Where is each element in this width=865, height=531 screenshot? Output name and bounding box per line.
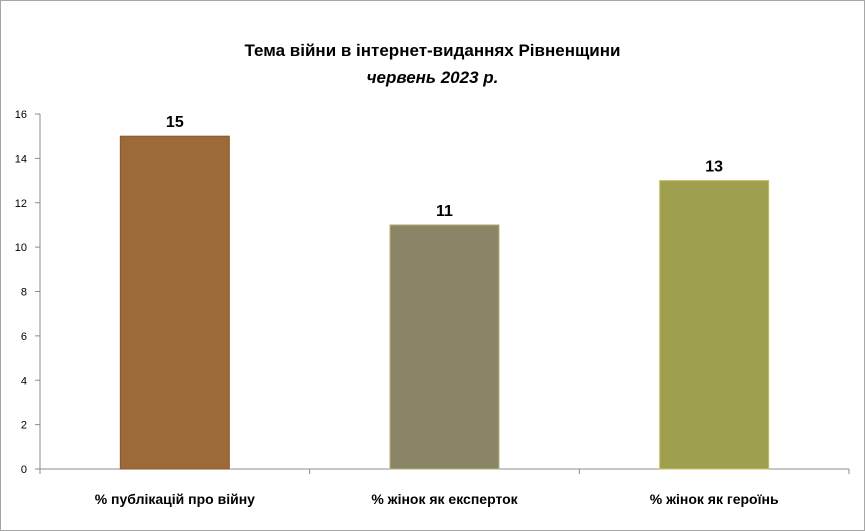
bar xyxy=(389,224,500,470)
bar xyxy=(659,180,770,470)
data-label: 11 xyxy=(436,203,453,220)
category-label: % жінок як експерток xyxy=(371,491,518,507)
y-tick-label: 16 xyxy=(15,109,27,121)
y-tick-label: 12 xyxy=(15,198,27,210)
chart-title: Тема війни в інтернет-виданнях Рівненщин… xyxy=(244,41,621,60)
category-label: % публікацій про війну xyxy=(95,491,255,507)
y-tick-label: 0 xyxy=(21,464,27,476)
y-tick-label: 2 xyxy=(21,420,27,432)
y-tick-label: 8 xyxy=(21,287,27,299)
y-tick-label: 10 xyxy=(15,242,27,254)
y-tick-label: 6 xyxy=(21,331,27,343)
category-label: % жінок як героїнь xyxy=(650,491,779,507)
bar xyxy=(119,135,230,470)
y-tick-label: 14 xyxy=(15,153,27,165)
y-tick-label: 4 xyxy=(21,375,27,387)
data-label: 15 xyxy=(166,114,184,131)
chart-subtitle: червень 2023 р. xyxy=(366,68,499,87)
data-label: 13 xyxy=(705,159,723,176)
